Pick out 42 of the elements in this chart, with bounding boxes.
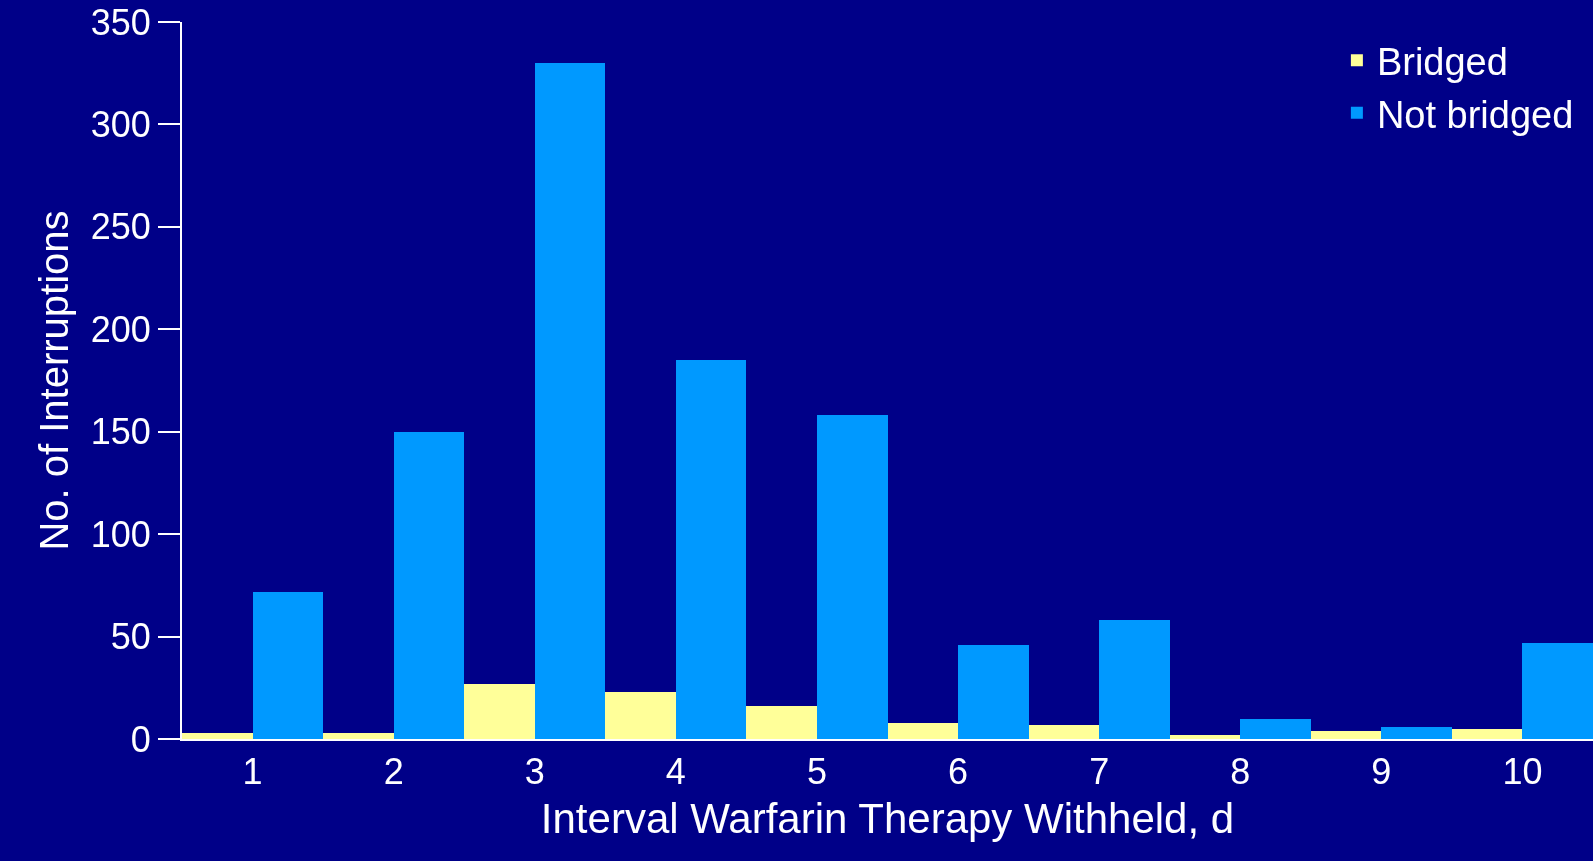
x-tick-label: 7: [1089, 751, 1110, 793]
bar: [1452, 729, 1522, 739]
bar: [535, 63, 605, 739]
x-axis-title: Interval Warfarin Therapy Withheld, d: [540, 794, 1235, 842]
x-tick-label: 10: [1502, 751, 1543, 793]
bar: [1099, 620, 1170, 739]
bar: [323, 733, 394, 739]
y-tick-label: 200: [90, 308, 151, 350]
bar: [888, 723, 958, 739]
bar: [1522, 643, 1593, 739]
legend-label: Bridged: [1376, 41, 1508, 84]
x-tick-label: 6: [948, 751, 969, 793]
y-tick-label: 250: [90, 206, 151, 248]
x-tick-label: 5: [806, 751, 827, 793]
bar: [394, 432, 464, 739]
legend-label: Not bridged: [1376, 93, 1574, 136]
x-tick-label: 2: [383, 751, 404, 793]
x-tick-label: 9: [1371, 751, 1392, 793]
bar: [253, 592, 323, 739]
bar: [1381, 727, 1452, 739]
y-tick-label: 300: [90, 104, 151, 146]
bar: [1029, 725, 1099, 739]
bar: [182, 733, 253, 739]
y-tick-label: 100: [90, 513, 151, 555]
bar: [958, 645, 1029, 739]
x-tick-label: 4: [665, 751, 686, 793]
bar: [1170, 735, 1240, 739]
x-tick-label: 8: [1230, 751, 1251, 793]
bar: [1240, 719, 1311, 739]
bar: [746, 706, 817, 739]
bar: [605, 692, 676, 739]
x-tick-label: 3: [524, 751, 545, 793]
y-tick-label: 350: [90, 1, 151, 43]
bar: [817, 415, 888, 739]
bar: [464, 684, 535, 739]
bar: [676, 360, 746, 739]
y-tick-label: 50: [110, 616, 151, 658]
y-axis-title: No. of Interruptions: [31, 210, 76, 551]
x-tick-label: 1: [242, 751, 263, 793]
bar: [1311, 731, 1381, 739]
y-tick-label: 0: [130, 718, 151, 760]
y-tick-label: 150: [90, 411, 151, 453]
